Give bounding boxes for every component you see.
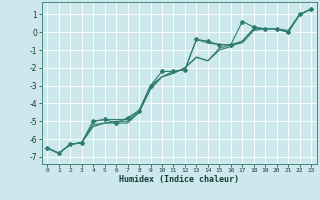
X-axis label: Humidex (Indice chaleur): Humidex (Indice chaleur) <box>119 175 239 184</box>
